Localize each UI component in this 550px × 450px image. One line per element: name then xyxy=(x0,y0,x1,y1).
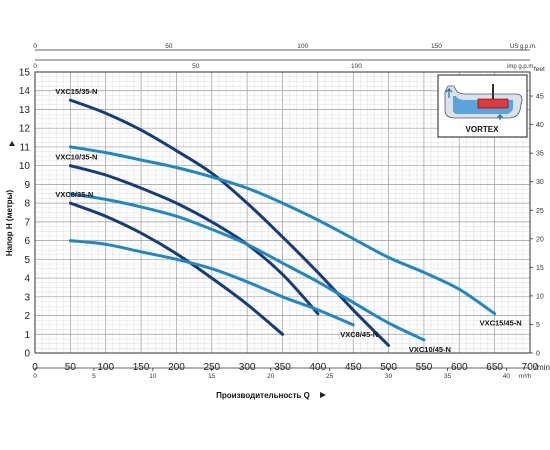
inset-vortex-label: VORTEX xyxy=(466,125,500,134)
x-tick-label: 400 xyxy=(310,362,327,373)
feet-tick-label: 5 xyxy=(536,322,540,329)
series-label: VXC15/45-N xyxy=(480,319,522,328)
x-tick-label: 100 xyxy=(97,362,114,373)
y-axis-arrow-icon xyxy=(9,141,15,146)
m3h-tick-label: 0 xyxy=(33,373,37,380)
y-tick-label: 12 xyxy=(19,124,31,135)
usgpm-unit-label: US g.p.m. xyxy=(510,44,537,50)
plot-frame xyxy=(34,71,531,354)
y-tick-label: 3 xyxy=(24,292,30,303)
y-tick-label: 6 xyxy=(24,236,30,247)
m3h-tick-label: 35 xyxy=(444,373,452,380)
x-tick-label: 500 xyxy=(380,362,397,373)
x-tick-label: 0 xyxy=(32,362,38,373)
m3h-tick-label: 40 xyxy=(503,373,511,380)
y-tick-label: 8 xyxy=(24,199,30,210)
series-labels: VXC15/35-N VXC10/35-N VXC8/35-N VXC15/45-N V… xyxy=(55,87,521,354)
y-tick-label: 14 xyxy=(19,86,31,97)
y-tick-label: 7 xyxy=(24,217,30,228)
impgpm-unit-label: imp g.p.m. xyxy=(507,64,535,70)
feet-tick-label: 15 xyxy=(536,265,544,272)
series-line-vxc15-45-n xyxy=(68,145,497,316)
series-label: VXC8/35-N xyxy=(55,190,93,199)
y-tick-label: 5 xyxy=(24,255,30,266)
m3h-tick-label: 5 xyxy=(92,373,96,380)
x-tick-label: 700 xyxy=(522,362,539,373)
x-tick-label: 450 xyxy=(345,362,362,373)
x-axis-label: Производительность Q xyxy=(216,391,310,400)
vortex-impeller-image: VORTEX xyxy=(437,74,528,138)
y-tick-label: 11 xyxy=(20,142,31,153)
y-tick-label: 13 xyxy=(19,105,31,116)
y-tick-label: 4 xyxy=(24,274,30,285)
x-tick-label: 250 xyxy=(203,362,220,373)
m3h-tick-label: 25 xyxy=(326,373,334,380)
y-tick-label: 1 xyxy=(24,330,30,341)
feet-tick-label: 20 xyxy=(536,236,544,243)
axes: 0 50 100 150 200 250 300 350 400 450 500 550 600 650 7… xyxy=(19,43,550,380)
usgpm-tick-label: 150 xyxy=(431,43,442,50)
x-tick-label: 550 xyxy=(416,362,433,373)
y-axis-label: Напор H (метры) xyxy=(5,190,14,257)
x-tick-label: 300 xyxy=(239,362,256,373)
x-tick-label: 200 xyxy=(168,362,185,373)
series-line-vxc10-45-n xyxy=(68,192,426,342)
x-unit-label: l/min xyxy=(533,363,550,372)
x-tick-label: 600 xyxy=(451,362,468,373)
m3h-tick-label: 30 xyxy=(385,373,393,380)
feet-tick-label: 40 xyxy=(536,122,544,129)
x-tick-label: 350 xyxy=(274,362,291,373)
y-tick-label: 15 xyxy=(19,68,31,79)
m3h-tick-label: 10 xyxy=(149,373,157,380)
impgpm-tick-label: 0 xyxy=(33,63,37,70)
feet-tick-label: 35 xyxy=(536,151,544,158)
feet-unit-label: feet xyxy=(534,66,545,73)
series-line-vxc8-35-n xyxy=(68,201,284,336)
impgpm-tick-label: 100 xyxy=(351,63,362,70)
feet-tick-label: 30 xyxy=(536,179,544,186)
feet-tick-label: 45 xyxy=(536,94,544,101)
m3h-tick-label: 20 xyxy=(267,373,275,380)
usgpm-tick-label: 100 xyxy=(297,43,308,50)
series-label: VXC8/45-N xyxy=(340,330,378,339)
series-label: VXC10/45-N xyxy=(409,345,451,354)
usgpm-tick-label: 0 xyxy=(33,43,37,50)
m3h-unit-label: m³/h xyxy=(519,374,531,380)
m3h-tick-label: 15 xyxy=(208,373,216,380)
series-label: VXC10/35-N xyxy=(55,153,97,162)
x-tick-label: 650 xyxy=(486,362,503,373)
x-tick-label: 150 xyxy=(133,362,150,373)
x-axis-arrow-icon xyxy=(320,392,326,398)
y-tick-label: 9 xyxy=(24,180,30,191)
series-line-vxc8-45-n xyxy=(68,239,355,327)
series-line-vxc10-35-n xyxy=(68,164,320,316)
x-tick-label: 50 xyxy=(65,362,77,373)
feet-tick-label: 25 xyxy=(536,208,544,215)
series-layer xyxy=(68,98,497,347)
feet-tick-label: 10 xyxy=(536,293,544,300)
y-tick-label: 10 xyxy=(19,161,31,172)
feet-tick-label: 0 xyxy=(536,351,540,358)
y-tick-label: 0 xyxy=(24,349,30,360)
y-tick-label: 2 xyxy=(24,311,30,322)
usgpm-tick-label: 50 xyxy=(165,43,173,50)
series-label: VXC15/35-N xyxy=(55,87,97,96)
impgpm-tick-label: 50 xyxy=(192,63,200,70)
